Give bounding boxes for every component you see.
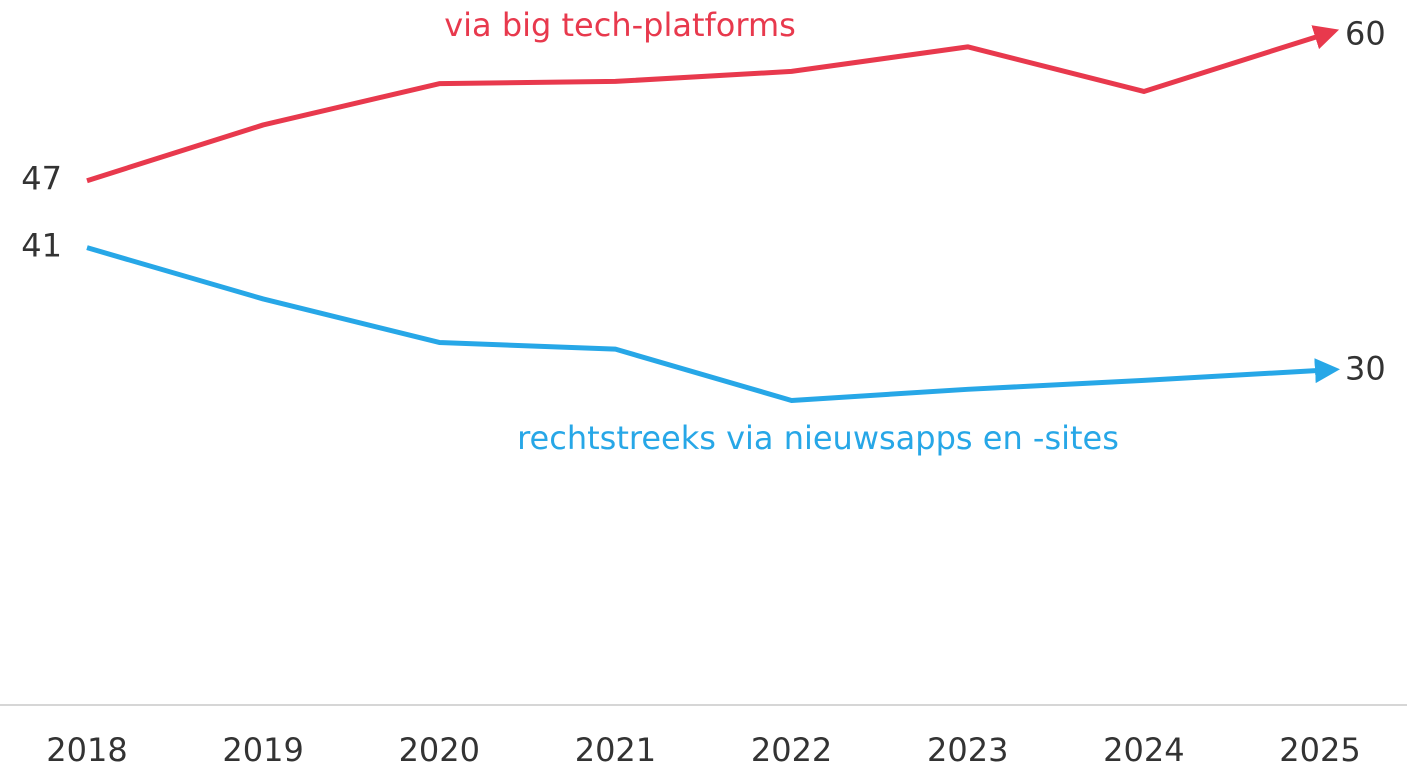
x-tick-label: 2019: [222, 731, 303, 769]
line-series: [86, 245, 1340, 403]
start-value-label: 47: [21, 160, 62, 198]
x-tick-label: 2024: [1103, 731, 1184, 769]
series-label: rechtstreeks via nieuwsapps en -sites: [517, 419, 1119, 457]
x-tick-label: 2021: [575, 731, 656, 769]
series-label: via big tech-platforms: [444, 6, 796, 44]
start-value-label: 41: [21, 227, 62, 265]
line-series: [86, 25, 1340, 184]
x-tick-label: 2018: [46, 731, 127, 769]
x-tick-label: 2023: [927, 731, 1008, 769]
end-value-label: 60: [1345, 15, 1386, 53]
x-tick-label: 2022: [751, 731, 832, 769]
end-value-label: 30: [1345, 349, 1386, 387]
x-tick-label: 2025: [1279, 731, 1360, 769]
x-tick-label: 2020: [399, 731, 480, 769]
